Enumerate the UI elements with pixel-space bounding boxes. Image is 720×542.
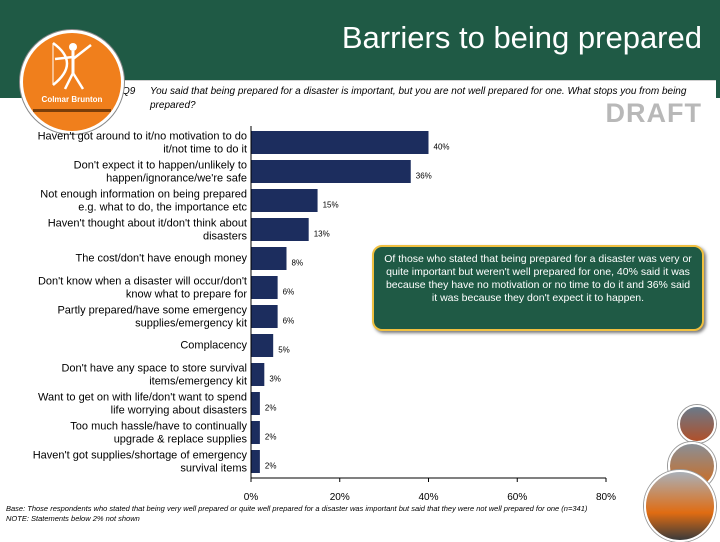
bar	[251, 160, 411, 183]
category-label: supplies/emergency kit	[135, 318, 247, 330]
bar-value-label: 2%	[265, 433, 277, 442]
category-label: Not enough information on being prepared	[40, 189, 247, 201]
page-title: Barriers to being prepared	[341, 20, 702, 55]
category-label: Don't expect it to happen/unlikely to	[74, 160, 247, 172]
archer-icon	[52, 41, 92, 90]
bar	[251, 218, 309, 241]
category-label: Haven't got around to it/no motivation t…	[38, 131, 247, 143]
category-label: Don't have any space to store survival	[61, 363, 247, 375]
callout-text: Of those who stated that being prepared …	[384, 253, 692, 304]
x-tick-label: 20%	[330, 492, 350, 503]
bar-value-label: 5%	[278, 346, 290, 355]
bar	[251, 421, 260, 444]
bar-value-label: 15%	[323, 201, 339, 210]
bar-value-label: 13%	[314, 230, 330, 239]
footnote: Base: Those respondents who stated that …	[6, 504, 626, 523]
bar-value-label: 40%	[434, 143, 450, 152]
base-note: Base: Those respondents who stated that …	[6, 504, 588, 513]
bar	[251, 450, 260, 473]
x-tick-label: 40%	[418, 492, 438, 503]
category-label: Too much hassle/have to continually	[70, 421, 247, 433]
category-label: it/not time to do it	[163, 144, 247, 156]
category-label: items/emergency kit	[149, 376, 247, 388]
bar	[251, 189, 318, 212]
category-label: survival items	[180, 463, 247, 475]
x-tick-label: 80%	[596, 492, 616, 503]
category-label: life worrying about disasters	[111, 405, 248, 417]
bar-value-label: 2%	[265, 462, 277, 471]
worker-photo-large	[644, 470, 716, 542]
category-label: e.g. what to do, the importance etc	[78, 202, 247, 214]
category-label: disasters	[203, 231, 248, 243]
logo-name: Colmar Brunton	[41, 95, 103, 104]
draft-watermark: DRAFT	[605, 98, 702, 128]
callout-box: Of those who stated that being prepared …	[372, 245, 704, 331]
category-label: happen/ignorance/we're safe	[106, 173, 247, 185]
category-label: Complacency	[180, 340, 247, 352]
category-label: upgrade & replace supplies	[114, 434, 248, 446]
bar	[251, 131, 429, 154]
category-label: Haven't got supplies/shortage of emergen…	[33, 450, 248, 462]
category-label: Partly prepared/have some emergency	[57, 305, 247, 317]
question-text: You said that being prepared for a disas…	[150, 86, 687, 111]
bar-value-label: 3%	[269, 375, 281, 384]
bar	[251, 276, 278, 299]
logo-underline	[33, 109, 111, 112]
x-tick-label: 0%	[244, 492, 259, 503]
bar	[251, 247, 287, 270]
company-logo: Colmar Brunton	[20, 30, 124, 134]
worker-photo-small	[678, 405, 716, 443]
question-box	[108, 80, 716, 123]
category-label: Don't know when a disaster will occur/do…	[38, 276, 247, 288]
bar-value-label: 6%	[283, 288, 295, 297]
threshold-note: NOTE: Statements below 2% not shown	[6, 513, 140, 523]
bar	[251, 305, 278, 328]
category-label: The cost/don't have enough money	[76, 253, 248, 265]
bar-value-label: 2%	[265, 404, 277, 413]
bar-value-label: 8%	[292, 259, 304, 268]
x-tick-label: 60%	[507, 492, 527, 503]
category-label: know what to prepare for	[126, 289, 247, 301]
category-label: Haven't thought about it/don't think abo…	[48, 218, 247, 230]
category-label: Want to get on with life/don't want to s…	[38, 392, 247, 404]
bar-value-label: 6%	[283, 317, 295, 326]
bar-value-label: 36%	[416, 172, 432, 181]
bar	[251, 334, 274, 357]
bar	[251, 363, 265, 386]
question-number: Q9	[122, 86, 136, 97]
bar	[251, 392, 260, 415]
